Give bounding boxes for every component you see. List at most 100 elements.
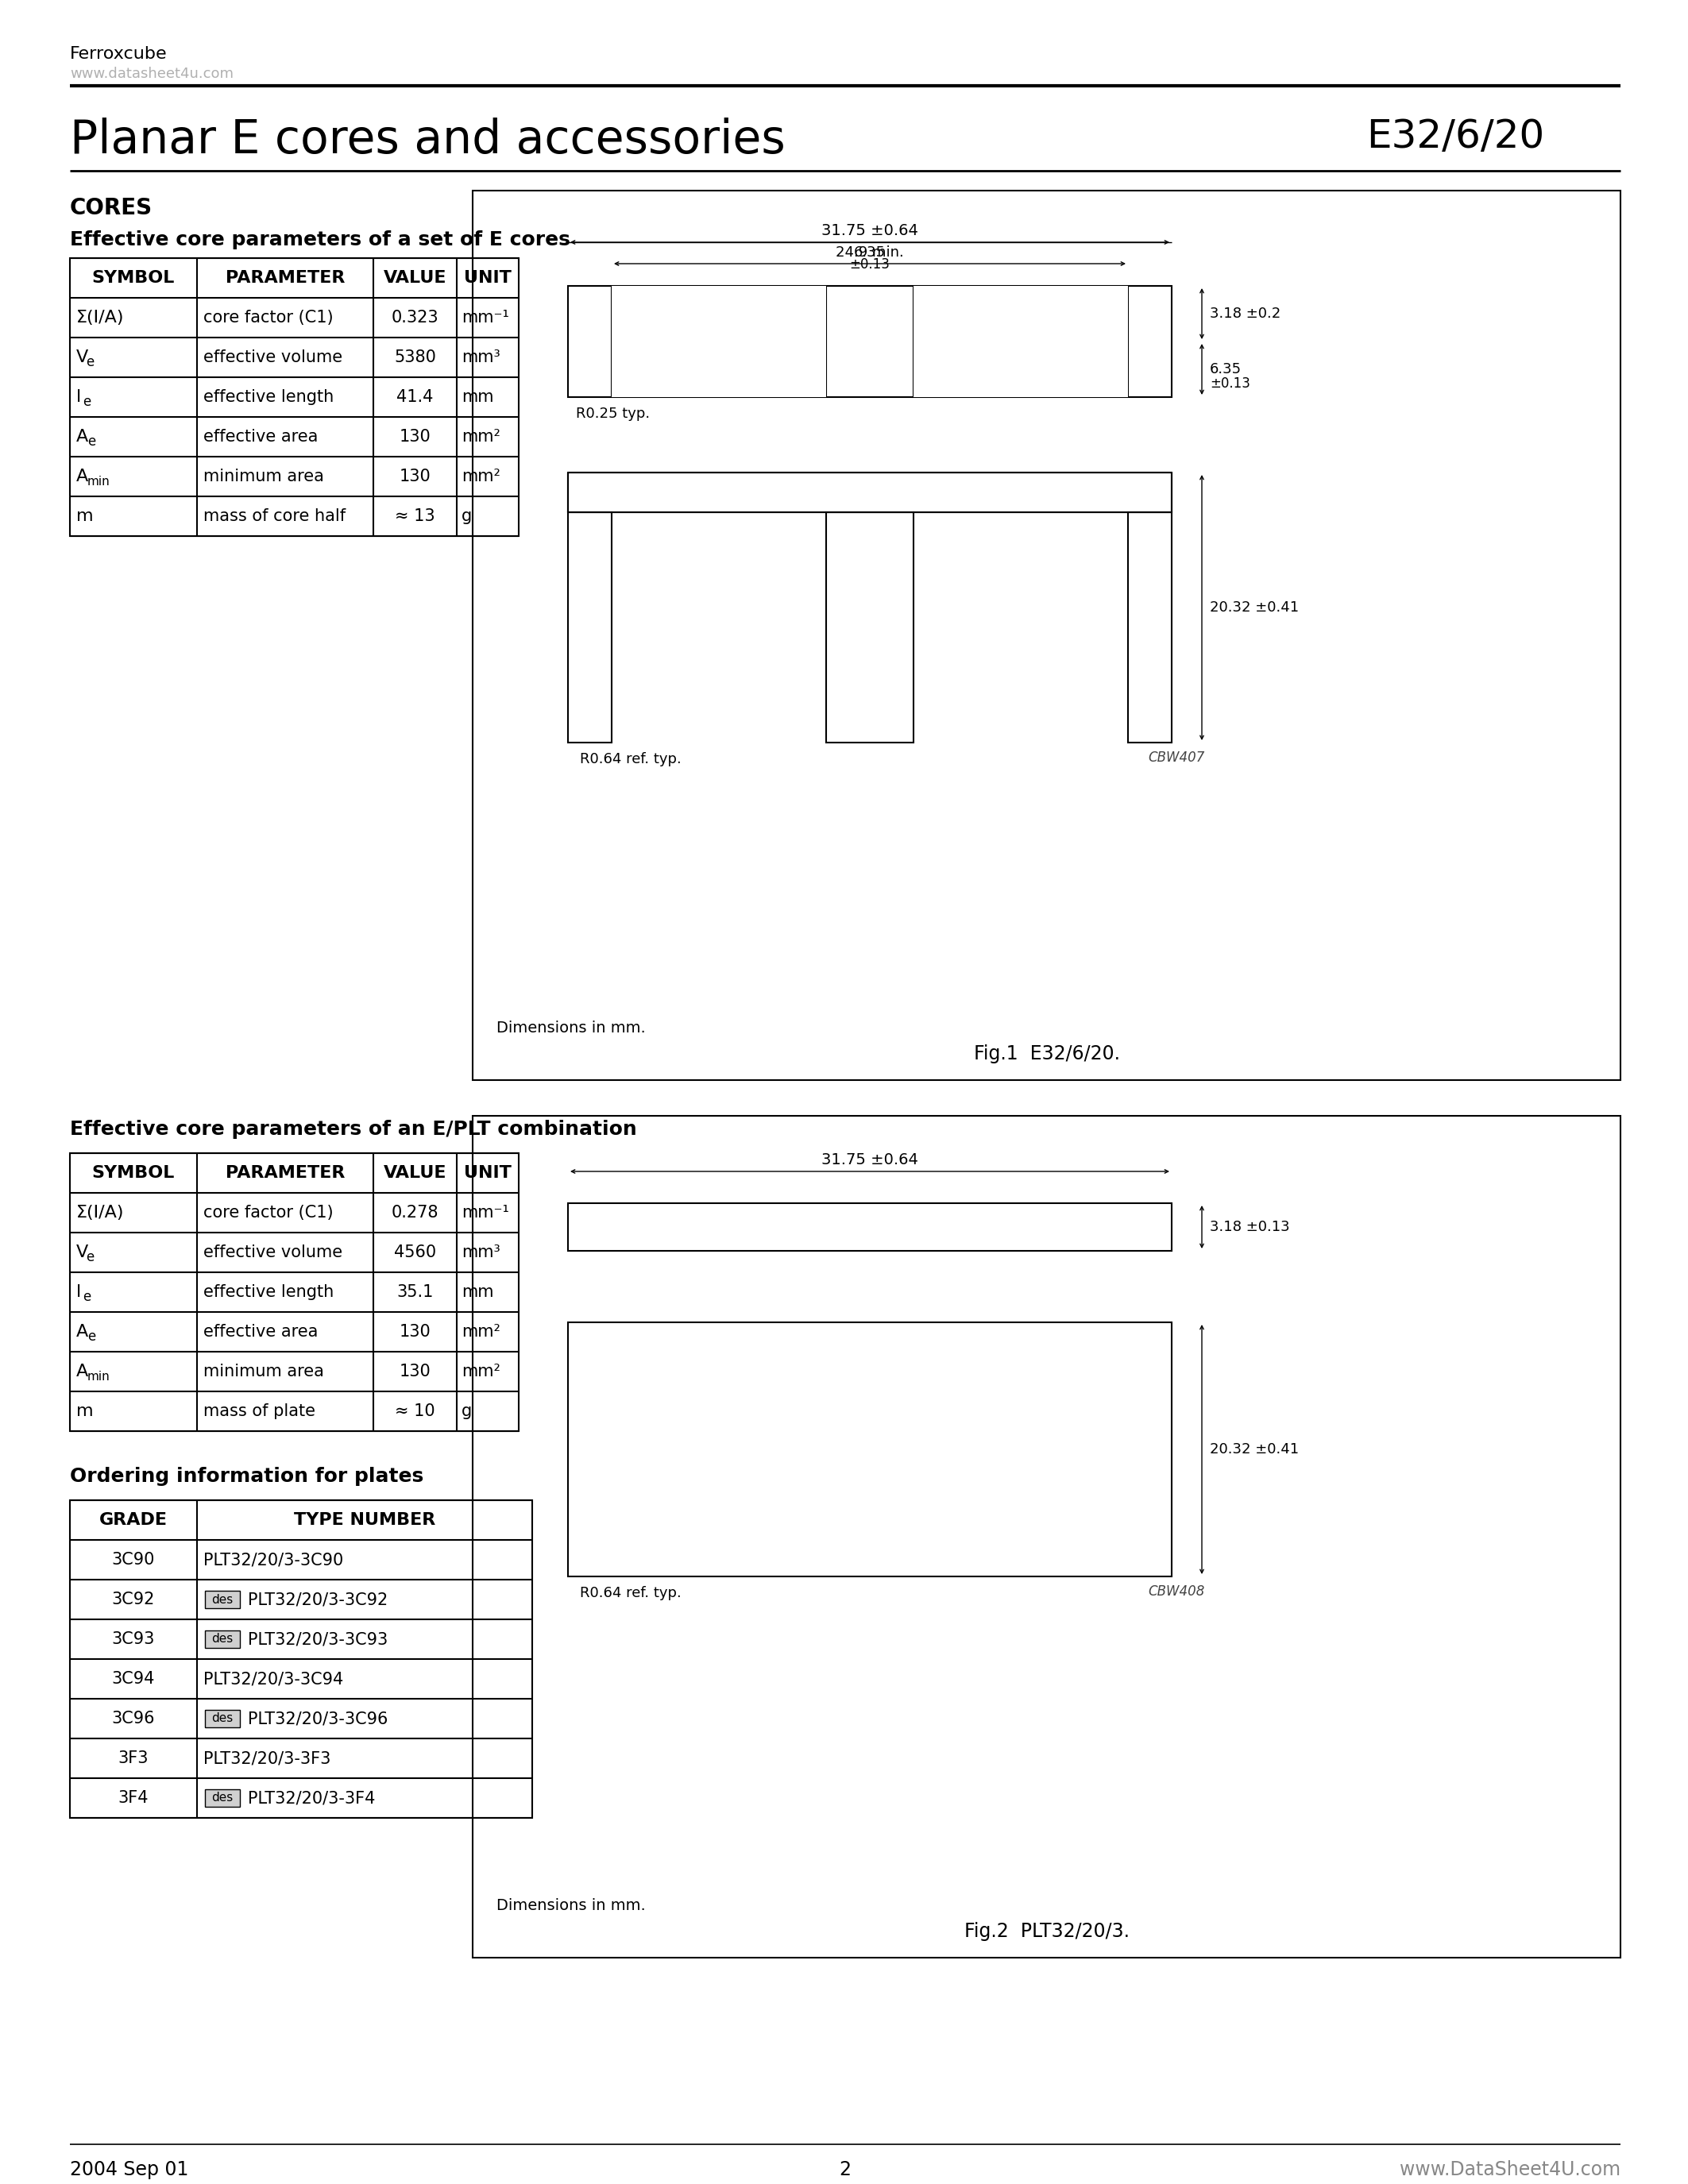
Text: PLT32/20/3-3C94: PLT32/20/3-3C94 [203, 1671, 343, 1686]
Bar [204, 1789, 240, 1806]
Text: 3C93: 3C93 [111, 1631, 155, 1647]
Text: UNIT: UNIT [464, 1164, 511, 1182]
Text: mass of plate: mass of plate [203, 1404, 316, 1420]
Text: mm⁻¹: mm⁻¹ [461, 1206, 510, 1221]
Text: 5380: 5380 [393, 349, 436, 365]
Text: Fig.1  E32/6/20.: Fig.1 E32/6/20. [974, 1044, 1119, 1064]
Text: minimum area: minimum area [203, 1363, 324, 1380]
Text: 0.323: 0.323 [392, 310, 439, 325]
Text: www.DataSheet4U.com: www.DataSheet4U.com [1399, 2160, 1620, 2180]
Text: PLT32/20/3-3C90: PLT32/20/3-3C90 [203, 1553, 343, 1568]
Text: Planar E cores and accessories: Planar E cores and accessories [69, 118, 785, 164]
Text: PLT32/20/3-3C93: PLT32/20/3-3C93 [248, 1631, 388, 1647]
Text: ≈ 10: ≈ 10 [395, 1404, 436, 1420]
Text: PLT32/20/3-3F4: PLT32/20/3-3F4 [248, 1791, 375, 1806]
Bar [473, 1116, 1620, 1957]
Text: e: e [86, 356, 95, 369]
Bar [913, 286, 1128, 397]
Text: e: e [88, 1330, 96, 1343]
Text: R0.64 ref. typ.: R0.64 ref. typ. [581, 751, 682, 767]
Bar [204, 1590, 240, 1607]
Text: 41.4: 41.4 [397, 389, 434, 404]
Bar [825, 513, 913, 743]
Bar [204, 1631, 240, 1649]
Text: PARAMETER: PARAMETER [226, 271, 344, 286]
Text: mm²: mm² [461, 470, 500, 485]
Bar [204, 1710, 240, 1728]
Text: des: des [211, 1594, 233, 1605]
Text: R0.25 typ.: R0.25 typ. [576, 406, 650, 422]
Text: A: A [76, 1363, 88, 1380]
Bar [69, 1500, 532, 1817]
Text: 4560: 4560 [393, 1245, 436, 1260]
Text: CBW407: CBW407 [1148, 751, 1205, 764]
Text: 3.18 ±0.2: 3.18 ±0.2 [1210, 306, 1281, 321]
Text: 2004 Sep 01: 2004 Sep 01 [69, 2160, 189, 2180]
Text: V: V [76, 349, 88, 365]
Text: e: e [83, 1291, 91, 1304]
Text: 31.75 ±0.64: 31.75 ±0.64 [822, 1153, 918, 1168]
Text: SYMBOL: SYMBOL [91, 1164, 176, 1182]
Text: mm³: mm³ [461, 349, 500, 365]
Text: PLT32/20/3-3C92: PLT32/20/3-3C92 [248, 1592, 388, 1607]
Text: GRADE: GRADE [100, 1511, 167, 1529]
Text: core factor (C1): core factor (C1) [203, 310, 333, 325]
Text: 130: 130 [400, 470, 430, 485]
Text: core factor (C1): core factor (C1) [203, 1206, 333, 1221]
Text: mm: mm [461, 389, 493, 404]
Text: 31.75 ±0.64: 31.75 ±0.64 [822, 223, 918, 238]
Text: 35.1: 35.1 [397, 1284, 434, 1299]
Text: mm²: mm² [461, 428, 500, 446]
Text: l: l [76, 389, 81, 404]
Text: effective length: effective length [203, 1284, 334, 1299]
Text: ±0.13: ±0.13 [1210, 376, 1251, 391]
Text: A: A [76, 1324, 88, 1339]
Text: m: m [76, 1404, 93, 1420]
Text: mm: mm [461, 1284, 493, 1299]
Text: mm³: mm³ [461, 1245, 500, 1260]
Text: 20.32 ±0.41: 20.32 ±0.41 [1210, 601, 1298, 614]
Text: minimum area: minimum area [203, 470, 324, 485]
Text: des: des [211, 1793, 233, 1804]
Text: Ferroxcube: Ferroxcube [69, 46, 167, 61]
Text: l: l [76, 1284, 81, 1299]
Text: effective area: effective area [203, 428, 317, 446]
Text: www.datasheet4u.com: www.datasheet4u.com [69, 68, 233, 81]
Text: ±0.13: ±0.13 [849, 258, 890, 271]
Bar [567, 286, 1171, 397]
Text: CBW408: CBW408 [1148, 1583, 1205, 1599]
Text: PLT32/20/3-3C96: PLT32/20/3-3C96 [248, 1710, 388, 1728]
Bar [69, 1153, 518, 1431]
Text: VALUE: VALUE [383, 271, 447, 286]
Bar [567, 472, 1171, 513]
Text: g: g [461, 509, 473, 524]
Text: g: g [461, 1404, 473, 1420]
Text: e: e [88, 435, 96, 448]
Text: 3.18 ±0.13: 3.18 ±0.13 [1210, 1221, 1290, 1234]
Text: Effective core parameters of a set of E cores: Effective core parameters of a set of E … [69, 229, 571, 249]
Text: effective length: effective length [203, 389, 334, 404]
Text: PARAMETER: PARAMETER [226, 1164, 344, 1182]
Text: Effective core parameters of an E/PLT combination: Effective core parameters of an E/PLT co… [69, 1120, 636, 1138]
Text: Σ(I/A): Σ(I/A) [76, 310, 125, 325]
Text: Ordering information for plates: Ordering information for plates [69, 1468, 424, 1485]
Text: 3F3: 3F3 [118, 1749, 149, 1767]
Text: e: e [83, 395, 91, 408]
Text: 3C92: 3C92 [111, 1592, 155, 1607]
Text: 6.35: 6.35 [854, 245, 886, 260]
Text: 3C90: 3C90 [111, 1553, 155, 1568]
Text: mm²: mm² [461, 1363, 500, 1380]
Text: mass of core half: mass of core half [203, 509, 346, 524]
Text: 2: 2 [839, 2160, 851, 2180]
Bar [611, 286, 825, 397]
Text: 20.32 ±0.41: 20.32 ±0.41 [1210, 1441, 1298, 1457]
Text: 130: 130 [400, 1363, 430, 1380]
Text: e: e [86, 1249, 95, 1265]
Text: SYMBOL: SYMBOL [91, 271, 176, 286]
Text: ≈ 13: ≈ 13 [395, 509, 436, 524]
Text: 3F4: 3F4 [118, 1791, 149, 1806]
Text: 130: 130 [400, 428, 430, 446]
Text: A: A [76, 470, 88, 485]
Text: TYPE NUMBER: TYPE NUMBER [294, 1511, 436, 1529]
Bar [567, 1203, 1171, 1251]
